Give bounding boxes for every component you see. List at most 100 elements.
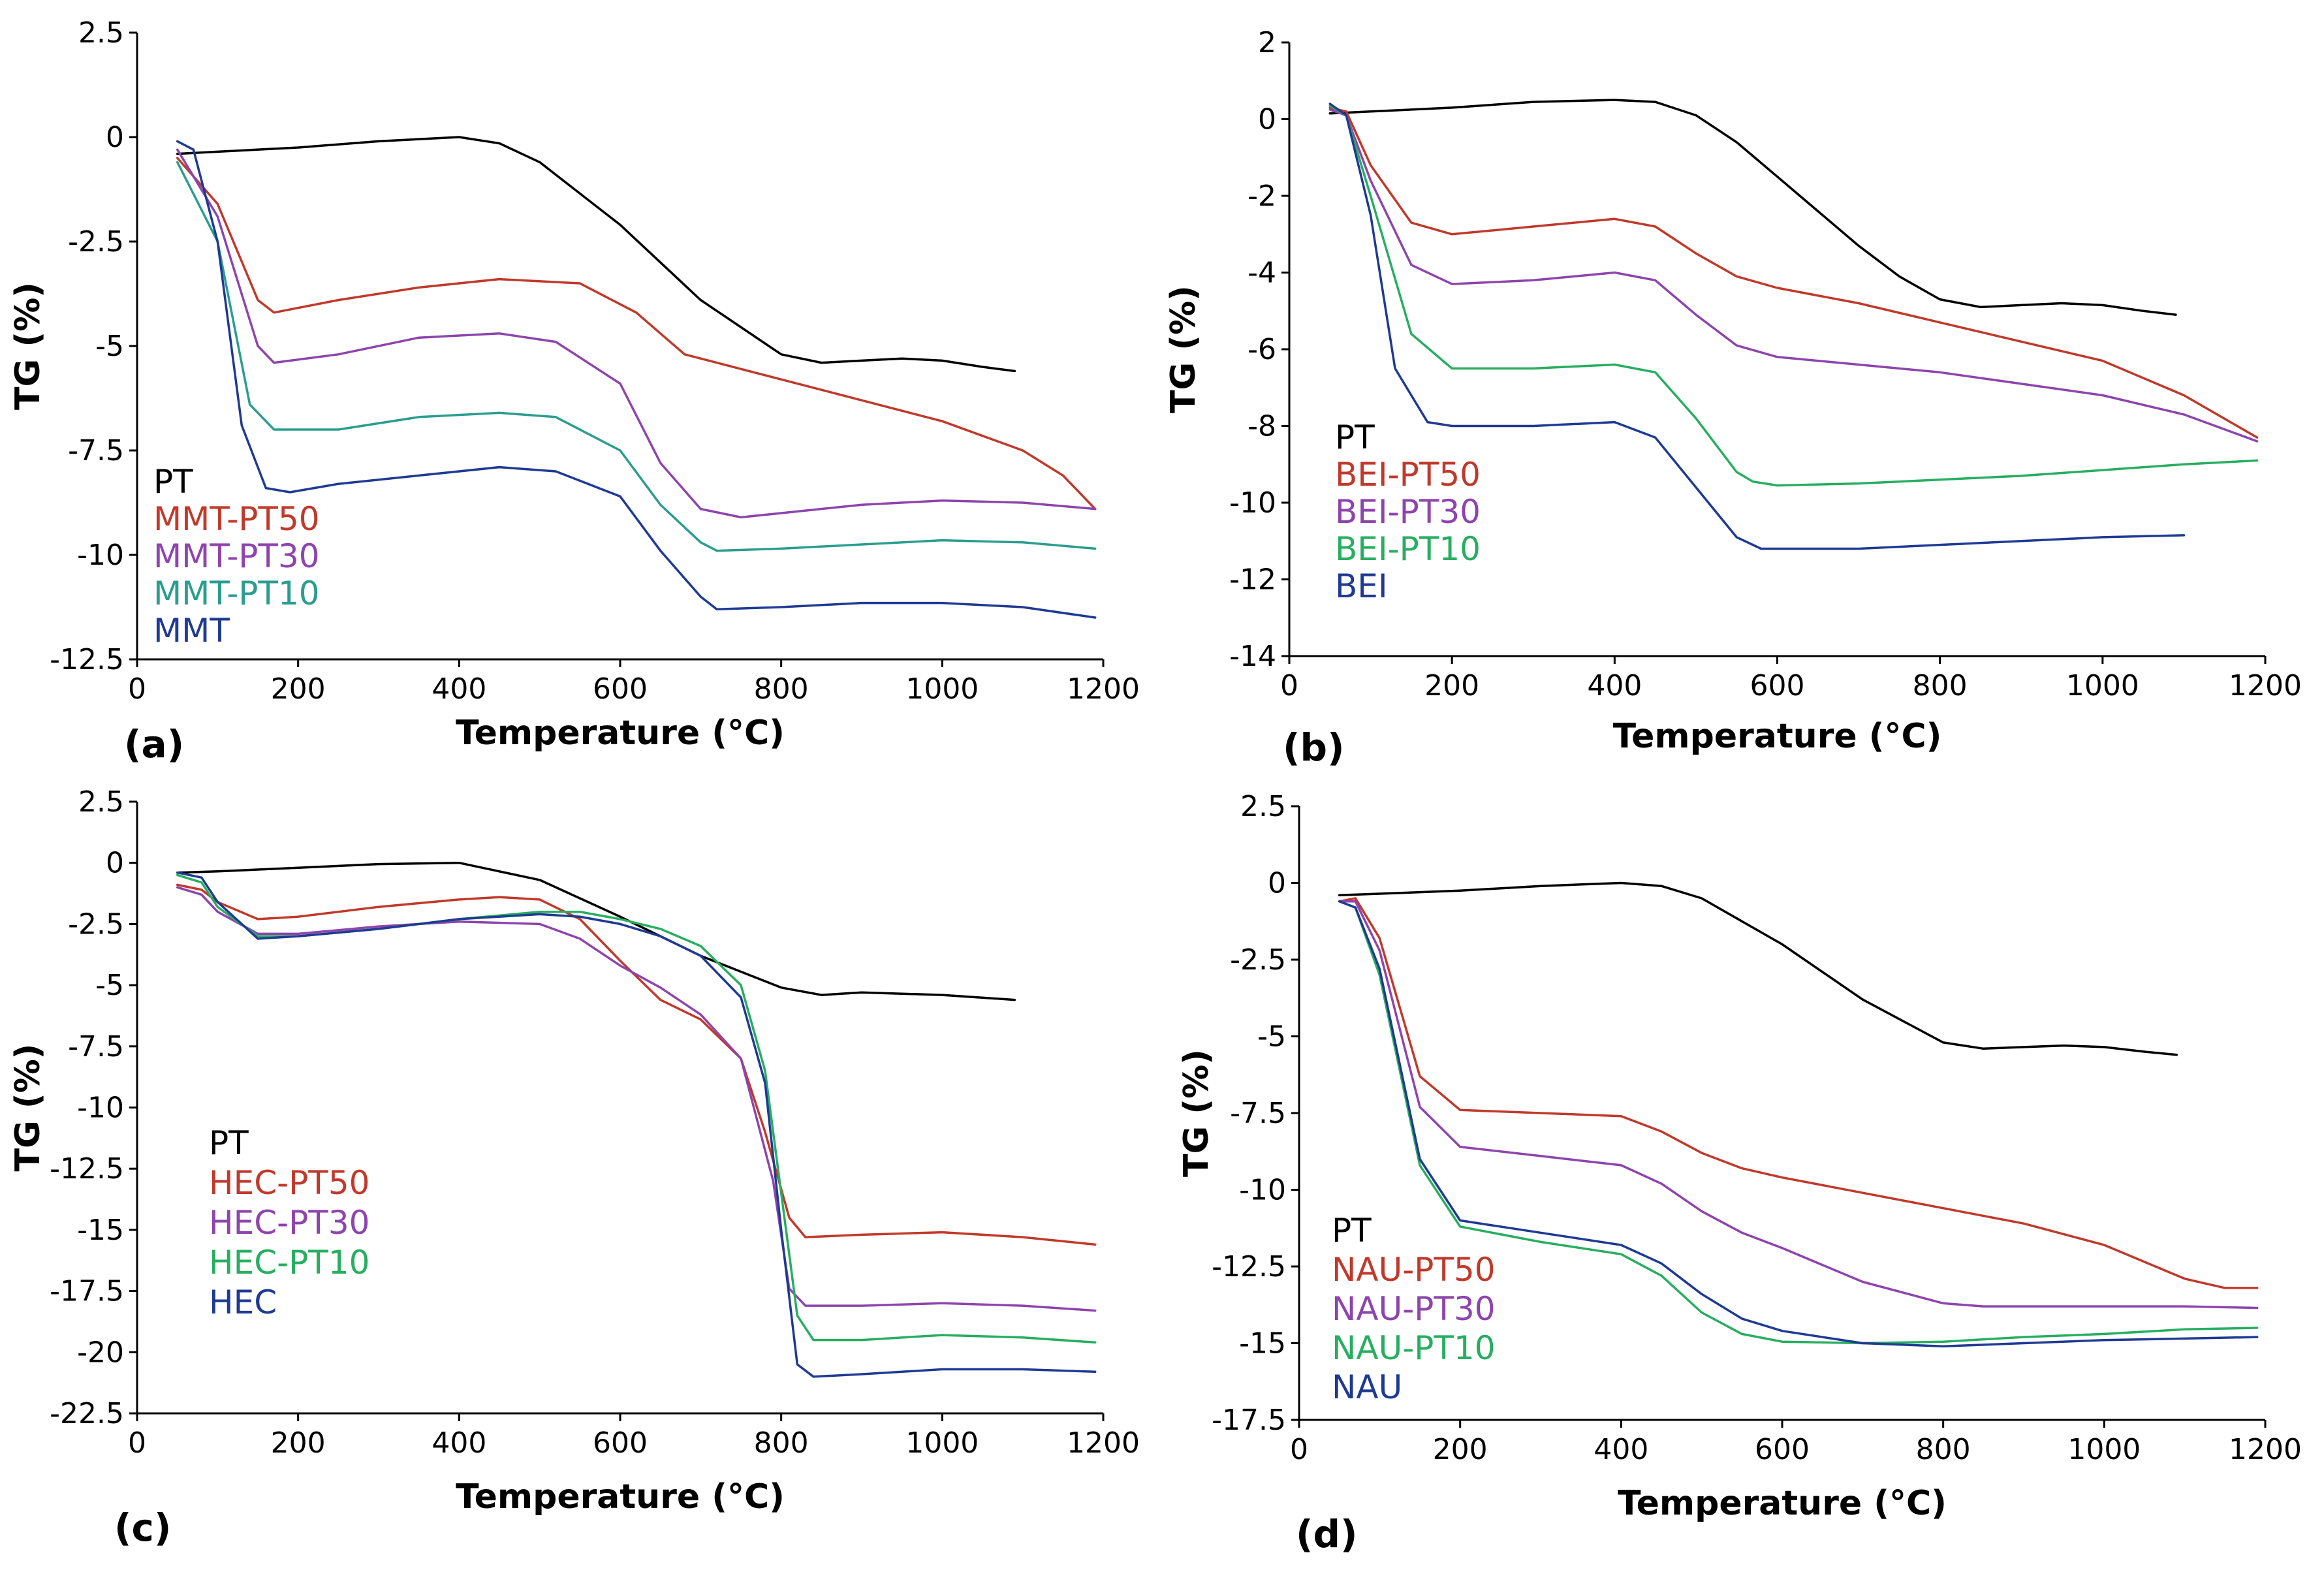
x-tick-label: 400 xyxy=(1594,1433,1648,1466)
series-line-nau-pt10 xyxy=(1338,900,2259,1345)
y-axis-title: TG (%) xyxy=(8,1044,48,1172)
series-line-pt xyxy=(176,136,1016,373)
legend-entry-nau-pt30: NAU-PT30 xyxy=(1332,1290,1496,1328)
y-tick-label: 2.5 xyxy=(1240,790,1286,823)
series-line-mmt xyxy=(176,140,1097,619)
series-line-hec-pt50 xyxy=(176,883,1097,1246)
y-tick-label: -14 xyxy=(1229,640,1276,673)
panel-b: 0 200 400 600 800 1000 1200 2 0 -2 -4 -6 -8 -10 -12 -14… xyxy=(1164,26,2302,770)
y-tick-label: -20 xyxy=(77,1336,124,1369)
y-tick-label: -7.5 xyxy=(68,1030,124,1063)
legend-entry-bei: BEI xyxy=(1335,567,1388,605)
y-tick-label: -10 xyxy=(77,1092,124,1125)
y-tick-label: -17.5 xyxy=(1212,1404,1286,1437)
y-axis-title: TG (%) xyxy=(1164,285,1203,413)
y-tick-label: 2 xyxy=(1258,26,1276,59)
x-tick-label: 400 xyxy=(432,672,486,706)
x-tick-label: 800 xyxy=(1916,1433,1971,1466)
legend-entry-pt: PT xyxy=(1335,418,1375,456)
series-line-mmt-pt50 xyxy=(176,157,1097,511)
x-axis-title: Temperature (°C) xyxy=(1613,717,1942,756)
y-tick-label: -4 xyxy=(1248,257,1276,290)
y-tick-label: -12.5 xyxy=(1212,1250,1286,1283)
x-tick-label: 200 xyxy=(271,672,326,706)
series-line-bei-pt10 xyxy=(1328,104,2259,487)
x-tick-label: 400 xyxy=(1587,669,1642,702)
y-tick-label: -12 xyxy=(1229,563,1276,597)
y-tick-label: -8 xyxy=(1248,410,1276,443)
y-tick-label: 2.5 xyxy=(78,16,124,50)
panel-label: (d) xyxy=(1296,1512,1358,1556)
legend-entry-hec: HEC xyxy=(209,1283,277,1321)
panel-c: 0 200 400 600 800 1000 1200 2.5 0 -2.5 -5 -7.5 -10 -1… xyxy=(8,785,1140,1550)
y-tick-label: -2 xyxy=(1248,180,1276,213)
y-tick-label: 0 xyxy=(106,121,124,154)
x-tick-label: 600 xyxy=(593,672,648,706)
y-tick-label: 2.5 xyxy=(78,785,124,819)
x-tick-label: 0 xyxy=(1290,1433,1308,1466)
y-tick-label: -15 xyxy=(1239,1327,1286,1360)
legend-entry-hec-pt30: HEC-PT30 xyxy=(209,1204,369,1242)
series-line-hec-pt10 xyxy=(176,873,1097,1344)
legend-entry-pt: PT xyxy=(209,1124,249,1162)
y-tick-label: -2.5 xyxy=(1230,943,1286,977)
series-line-pt xyxy=(1328,99,2177,316)
legend-entry-nau-pt10: NAU-PT10 xyxy=(1332,1329,1496,1367)
series-line-hec xyxy=(176,871,1097,1378)
x-tick-label: 800 xyxy=(754,1426,809,1460)
y-tick-label: -6 xyxy=(1248,333,1276,366)
legend-entry-pt: PT xyxy=(153,463,193,501)
y-tick-label: -7.5 xyxy=(1230,1097,1286,1130)
y-tick-label: -12.5 xyxy=(50,1152,124,1186)
x-tick-label: 800 xyxy=(1913,669,1968,702)
x-tick-label: 0 xyxy=(128,1426,146,1460)
x-tick-label: 0 xyxy=(128,672,146,706)
y-tick-label: -10 xyxy=(1239,1174,1286,1207)
x-tick-label: 200 xyxy=(271,1426,326,1460)
series-line-nau xyxy=(1338,900,2259,1347)
panel-d: 0 200 400 600 800 1000 1200 2.5 0 -2.5 -5 -7.5 -10 -1… xyxy=(1177,790,2302,1556)
x-tick-label: 200 xyxy=(1433,1433,1488,1466)
y-tick-label: -5 xyxy=(95,969,124,1002)
x-axis-title: Temperature (°C) xyxy=(456,1477,785,1517)
panel-label: (a) xyxy=(124,722,184,766)
y-tick-label: -2.5 xyxy=(68,225,124,259)
x-tick-label: 600 xyxy=(1750,669,1805,702)
y-tick-label: -2.5 xyxy=(68,907,124,941)
x-tick-label: 200 xyxy=(1424,669,1479,702)
y-axis-title: TG (%) xyxy=(1177,1049,1216,1177)
x-tick-label: 800 xyxy=(754,672,809,706)
legend-entry-nau: NAU xyxy=(1332,1368,1402,1406)
x-tick-label: 1000 xyxy=(2066,669,2139,702)
x-tick-label: 1200 xyxy=(1067,672,1140,706)
y-axis-title: TG (%) xyxy=(8,282,48,410)
y-tick-label: 0 xyxy=(1268,867,1286,900)
y-tick-label: -5 xyxy=(95,330,124,363)
x-axis-title: Temperature (°C) xyxy=(1618,1484,1947,1523)
legend-entry-hec-pt10: HEC-PT10 xyxy=(209,1244,369,1281)
legend-entry-bei-pt10: BEI-PT10 xyxy=(1335,530,1481,568)
series-line-pt xyxy=(1338,881,2178,1056)
y-tick-label: -17.5 xyxy=(50,1275,124,1308)
x-tick-label: 1200 xyxy=(1067,1426,1140,1460)
x-tick-label: 1000 xyxy=(905,672,979,706)
y-tick-label: 0 xyxy=(1258,103,1276,136)
panel-label: (c) xyxy=(114,1505,171,1550)
series-line-hec-pt30 xyxy=(176,886,1097,1312)
legend-entry-mmt-pt30: MMT-PT30 xyxy=(153,537,320,575)
x-tick-label: 0 xyxy=(1280,669,1298,702)
series-line-mmt-pt30 xyxy=(176,148,1097,519)
y-tick-label: -10 xyxy=(77,539,124,572)
x-tick-label: 1200 xyxy=(2229,669,2302,702)
series-line-nau-pt50 xyxy=(1338,897,2259,1289)
legend-entry-mmt: MMT xyxy=(153,612,230,650)
series-line-bei xyxy=(1328,102,2186,550)
series-line-bei-pt30 xyxy=(1328,108,2259,443)
x-axis-title: Temperature (°C) xyxy=(456,714,785,753)
series-line-pt xyxy=(176,861,1016,1001)
